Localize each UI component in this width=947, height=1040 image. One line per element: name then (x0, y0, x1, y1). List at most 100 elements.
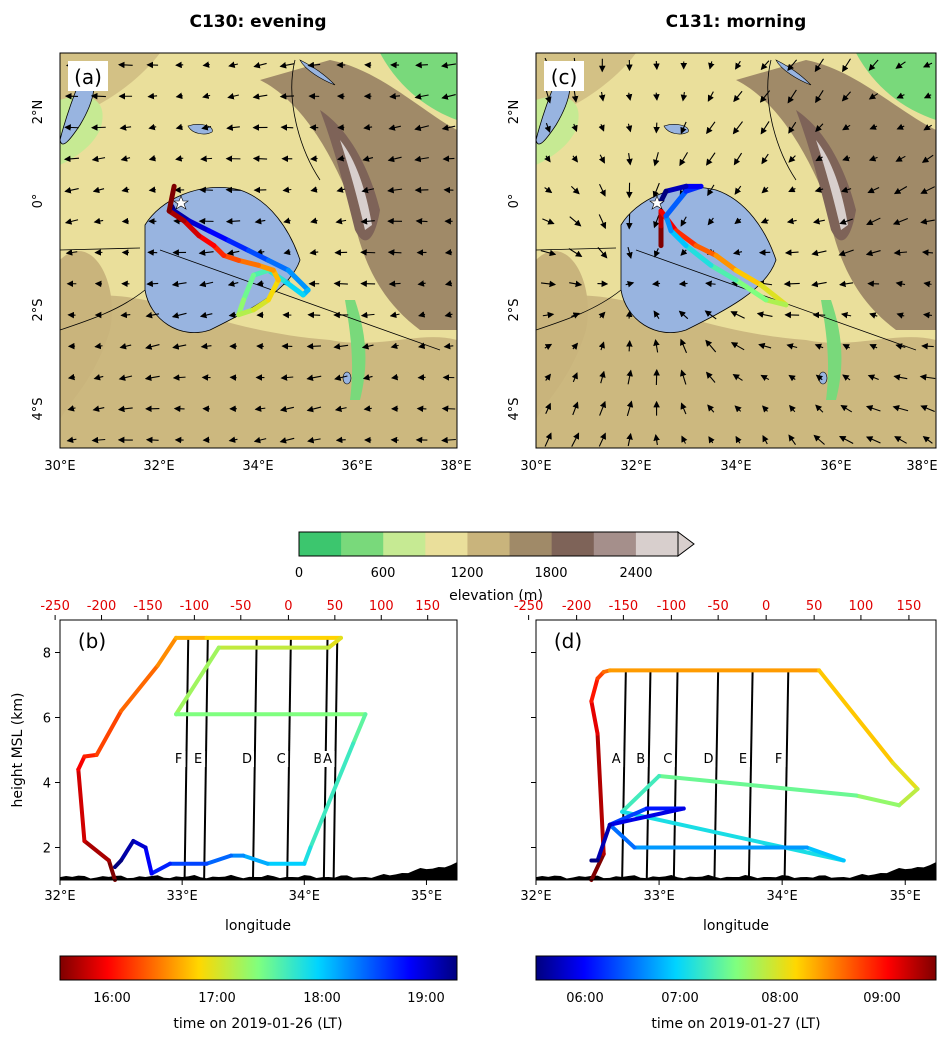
x-tick-label: 32°E (44, 889, 75, 904)
tick-label: 36°E (820, 459, 851, 474)
tick-label: 2°N (507, 100, 522, 125)
wind-arrow (389, 252, 402, 253)
top-tick-label: -50 (708, 599, 729, 614)
wind-arrow (416, 65, 428, 66)
map-panel-c: (c) (536, 53, 936, 448)
colorbar-tick: 07:00 (661, 991, 698, 1006)
top-tick-label: 0 (762, 599, 770, 614)
wind-arrow (656, 61, 657, 69)
y-axis-label-b: height MSL (km) (10, 693, 26, 808)
colorbar-tick: 08:00 (761, 991, 798, 1006)
wind-arrow (680, 283, 688, 284)
leg-label: D (242, 752, 252, 767)
wind-arrow (92, 96, 106, 97)
panel-label-d: (d) (554, 629, 582, 653)
leg-label: B (636, 752, 645, 767)
leg-label: A (612, 752, 621, 767)
wind-arrow (335, 283, 348, 284)
wind-arrow (281, 96, 294, 97)
top-tick-label: 150 (897, 599, 922, 614)
colorbar-tick: 09:00 (863, 991, 900, 1006)
wind-arrow (446, 252, 452, 253)
y-tick-label: 8 (43, 647, 51, 662)
top-tick-label: -250 (514, 599, 544, 614)
title-c130: C130: evening (189, 12, 326, 32)
colorbar-tick: 1800 (534, 566, 567, 581)
leg-label: C (277, 752, 286, 767)
wind-arrow (337, 440, 346, 441)
tick-label: 2°N (31, 100, 46, 125)
leg-label: E (194, 752, 202, 767)
wind-arrow (785, 283, 800, 284)
leg-label: F (175, 752, 182, 767)
x-tick-label: 33°E (643, 889, 674, 904)
wind-arrow (361, 252, 375, 253)
x-tick-label: 33°E (167, 889, 198, 904)
tick-label: 2°S (31, 298, 46, 321)
wind-arrow (282, 127, 294, 128)
x-tick-label: 34°E (767, 889, 798, 904)
wind-arrow (444, 158, 455, 159)
top-tick-label: 100 (849, 599, 874, 614)
tick-label: 32°E (620, 459, 651, 474)
colorbar-tick: 19:00 (407, 991, 444, 1006)
wind-arrow (922, 346, 933, 347)
top-tick-label: -50 (230, 599, 251, 614)
colorbar-label: time on 2019-01-26 (LT) (173, 1016, 342, 1032)
time-colorbar-d: 06:00 07:00 08:00 09:00 time on 2019-01-… (536, 956, 936, 1032)
wind-arrow (653, 283, 660, 284)
elevation-colorbar: 0 600 1200 1800 2400 elevation (m) (295, 532, 694, 604)
wind-arrow (147, 283, 158, 284)
tick-label: 38°E (440, 459, 471, 474)
colorbar-tick: 18:00 (303, 991, 340, 1006)
top-tick-label: -100 (180, 599, 210, 614)
colorbar-tick: 600 (371, 566, 396, 581)
leg-label: E (739, 752, 747, 767)
wind-arrow (309, 315, 321, 316)
y-tick-label: 6 (43, 712, 51, 727)
colorbar-tick: 16:00 (93, 991, 130, 1006)
colorbar-tick: 1200 (450, 566, 483, 581)
top-tick-label: -200 (87, 599, 117, 614)
wind-arrow (147, 440, 159, 441)
leg-label: A (323, 752, 332, 767)
tick-label: 30°E (44, 459, 75, 474)
top-tick-label: 150 (415, 599, 440, 614)
tick-label: 36°E (341, 459, 372, 474)
leg-label: C (663, 752, 672, 767)
title-c131: C131: morning (666, 12, 807, 32)
wind-arrow (786, 252, 799, 253)
top-tick-label: 100 (369, 599, 394, 614)
x-tick-label: 32°E (520, 889, 551, 904)
top-tick-label: -250 (40, 599, 70, 614)
wind-arrow (629, 341, 630, 351)
colorbar-segment (594, 532, 637, 556)
wind-arrow (123, 221, 129, 222)
colorbar-segment (552, 532, 595, 556)
wind-arrow (311, 158, 317, 159)
time-colorbar-b: 16:00 17:00 18:00 19:00 time on 2019-01-… (60, 956, 457, 1032)
wind-arrow (150, 190, 156, 191)
panel-label-c: (c) (551, 65, 578, 89)
top-tick-label: -200 (562, 599, 592, 614)
colorbar-segment (510, 532, 553, 556)
colorbar-segment (467, 532, 510, 556)
tick-label: 34°E (720, 459, 751, 474)
top-tick-label: -150 (133, 599, 163, 614)
top-tick-label: -150 (609, 599, 639, 614)
top-tick-label: 0 (284, 599, 292, 614)
tick-label: 4°S (507, 397, 522, 420)
wind-arrow (174, 377, 186, 378)
x-tick-label: 34°E (289, 889, 320, 904)
x-axis-label-d: longitude (703, 918, 769, 934)
wind-arrow (227, 190, 241, 191)
colorbar-segment (299, 532, 342, 556)
top-tick-label: 50 (806, 599, 823, 614)
colorbar-tick: 17:00 (198, 991, 235, 1006)
wind-arrow (417, 221, 428, 222)
y-tick-label: 2 (43, 842, 51, 857)
wind-arrow (200, 190, 213, 191)
wind-arrow (308, 346, 321, 347)
